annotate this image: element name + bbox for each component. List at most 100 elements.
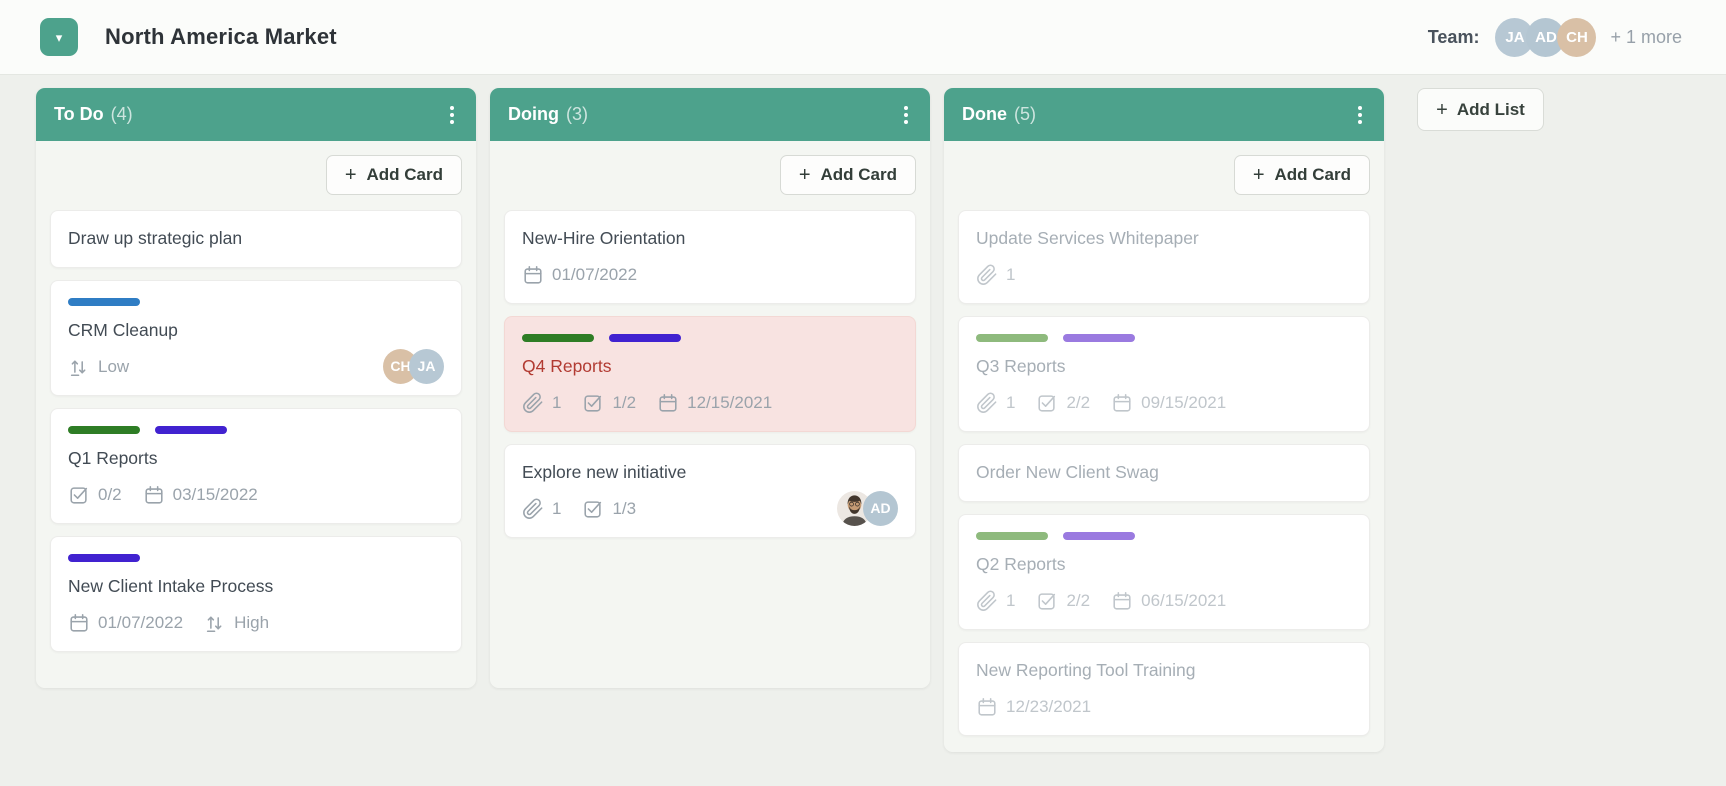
attachments-meta: 1 <box>522 498 561 520</box>
label-pill <box>68 426 140 434</box>
list-header: Doing (3) <box>490 88 930 141</box>
card[interactable]: Q3 Reports 1 2/2 09/15/2021 <box>958 316 1370 432</box>
due-date-value: 12/15/2021 <box>687 393 773 412</box>
checklist-icon <box>70 487 88 504</box>
list-menu-icon[interactable] <box>442 98 462 132</box>
calendar-icon <box>1113 393 1131 412</box>
label-pill <box>1063 532 1135 540</box>
checklist-meta: 1/2 <box>582 392 636 414</box>
list-doing: Doing (3) + Add Card New-Hire Orientation… <box>490 88 930 688</box>
calendar-icon <box>145 485 163 504</box>
checklist-icon <box>584 395 602 412</box>
list-menu-icon[interactable] <box>1350 98 1370 132</box>
card-title: Q1 Reports <box>68 448 158 468</box>
avatar[interactable]: JA <box>409 348 444 384</box>
due-date-value: 01/07/2022 <box>552 265 638 284</box>
calendar-icon <box>1113 591 1131 610</box>
list-header: Done (5) <box>944 88 1384 141</box>
label-pill <box>609 334 681 342</box>
due-date-meta: 12/15/2021 <box>657 392 772 414</box>
attachments-count: 1 <box>1006 265 1016 284</box>
avatar[interactable]: AD <box>1526 17 1566 57</box>
priority-arrows-icon <box>70 360 86 377</box>
card[interactable]: Update Services Whitepaper 1 <box>958 210 1370 304</box>
card-members: CH JA <box>383 348 444 384</box>
card-title: Update Services Whitepaper <box>976 228 1199 248</box>
attachments-count: 1 <box>552 393 562 412</box>
attachments-meta: 1 <box>522 392 561 414</box>
card[interactable]: CRM Cleanup Low CH JA <box>50 280 462 396</box>
priority-meta: Low <box>68 356 129 378</box>
add-list-button[interactable]: + Add List <box>1417 88 1544 131</box>
due-date-meta: 06/15/2021 <box>1111 590 1226 612</box>
checklist-icon <box>584 501 602 518</box>
paperclip-icon <box>977 264 997 285</box>
card[interactable]: Order New Client Swag <box>958 444 1370 502</box>
card-title: New Reporting Tool Training <box>976 660 1196 680</box>
attachments-count: 1 <box>552 499 562 518</box>
list-title: Done <box>962 104 1007 124</box>
add-card-button[interactable]: + Add Card <box>1233 155 1370 195</box>
card-title: New Client Intake Process <box>68 576 274 596</box>
card-title: Q2 Reports <box>976 554 1066 574</box>
plus-icon: + <box>1252 164 1265 186</box>
checklist-value: 0/2 <box>98 485 122 504</box>
checklist-meta: 0/2 <box>68 484 122 506</box>
add-card-button[interactable]: + Add Card <box>325 155 462 195</box>
due-date-value: 06/15/2021 <box>1141 591 1227 610</box>
plus-icon: + <box>798 164 811 186</box>
due-date-meta: 01/07/2022 <box>522 264 637 286</box>
attachments-meta: 1 <box>976 590 1015 612</box>
avatar[interactable]: CH <box>1557 17 1597 57</box>
board-title: North America Market <box>105 24 337 49</box>
list-done: Done (5) + Add Card Update Services White… <box>944 88 1384 752</box>
card[interactable]: Q1 Reports 0/2 03/15/2022 <box>50 408 462 524</box>
card-title: Q4 Reports <box>522 356 612 376</box>
checklist-meta: 2/2 <box>1036 590 1090 612</box>
board-menu-button[interactable]: ▾ <box>40 18 78 56</box>
card-overdue[interactable]: Q4 Reports 1 1/2 12/15/2021 <box>504 316 916 432</box>
plus-icon: + <box>344 164 357 186</box>
due-date-value: 01/07/2022 <box>98 613 184 632</box>
card[interactable]: New-Hire Orientation 01/07/2022 <box>504 210 916 304</box>
list-body: + Add Card New-Hire Orientation 01/07/20… <box>490 141 930 688</box>
checklist-icon <box>1038 593 1056 610</box>
list-body: + Add Card Draw up strategic plan CRM Cl… <box>36 141 476 688</box>
card[interactable]: Draw up strategic plan <box>50 210 462 268</box>
list-menu-icon[interactable] <box>896 98 916 132</box>
add-card-button[interactable]: + Add Card <box>779 155 916 195</box>
list-title: Doing <box>508 104 559 124</box>
calendar-icon <box>978 697 996 716</box>
priority-value: High <box>234 613 270 632</box>
label-pill <box>522 334 594 342</box>
checklist-value: 1/2 <box>612 393 637 412</box>
checklist-value: 2/2 <box>1066 591 1091 610</box>
card-title: Order New Client Swag <box>976 462 1159 482</box>
list-body: + Add Card Update Services Whitepaper 1 … <box>944 141 1384 752</box>
calendar-icon <box>659 393 677 412</box>
due-date-meta: 12/23/2021 <box>976 696 1091 718</box>
team-avatars: JA AD CH <box>1495 17 1597 57</box>
paperclip-icon <box>523 392 543 413</box>
chevron-down-icon: ▾ <box>55 29 63 45</box>
team-more-link[interactable]: + 1 more <box>1610 26 1682 47</box>
card-members: AD <box>837 490 898 526</box>
avatar[interactable]: AD <box>863 490 898 526</box>
card-title: CRM Cleanup <box>68 320 178 340</box>
list-count: (3) <box>566 104 588 124</box>
list-header: To Do (4) <box>36 88 476 141</box>
calendar-icon <box>70 613 88 632</box>
priority-arrows-icon <box>206 616 222 633</box>
card[interactable]: New Reporting Tool Training 12/23/2021 <box>958 642 1370 736</box>
calendar-icon <box>524 265 542 284</box>
card-title: Explore new initiative <box>522 462 687 482</box>
attachments-count: 1 <box>1006 393 1016 412</box>
card[interactable]: New Client Intake Process 01/07/2022 Hig… <box>50 536 462 652</box>
priority-meta: High <box>204 612 269 634</box>
list-todo: To Do (4) + Add Card Draw up strategic pl… <box>36 88 476 688</box>
card[interactable]: Q2 Reports 1 2/2 06/15/2021 <box>958 514 1370 630</box>
label-pill <box>976 334 1048 342</box>
card-title: Q3 Reports <box>976 356 1066 376</box>
card[interactable]: Explore new initiative 1 1/3 <box>504 444 916 538</box>
attachments-meta: 1 <box>976 264 1015 286</box>
